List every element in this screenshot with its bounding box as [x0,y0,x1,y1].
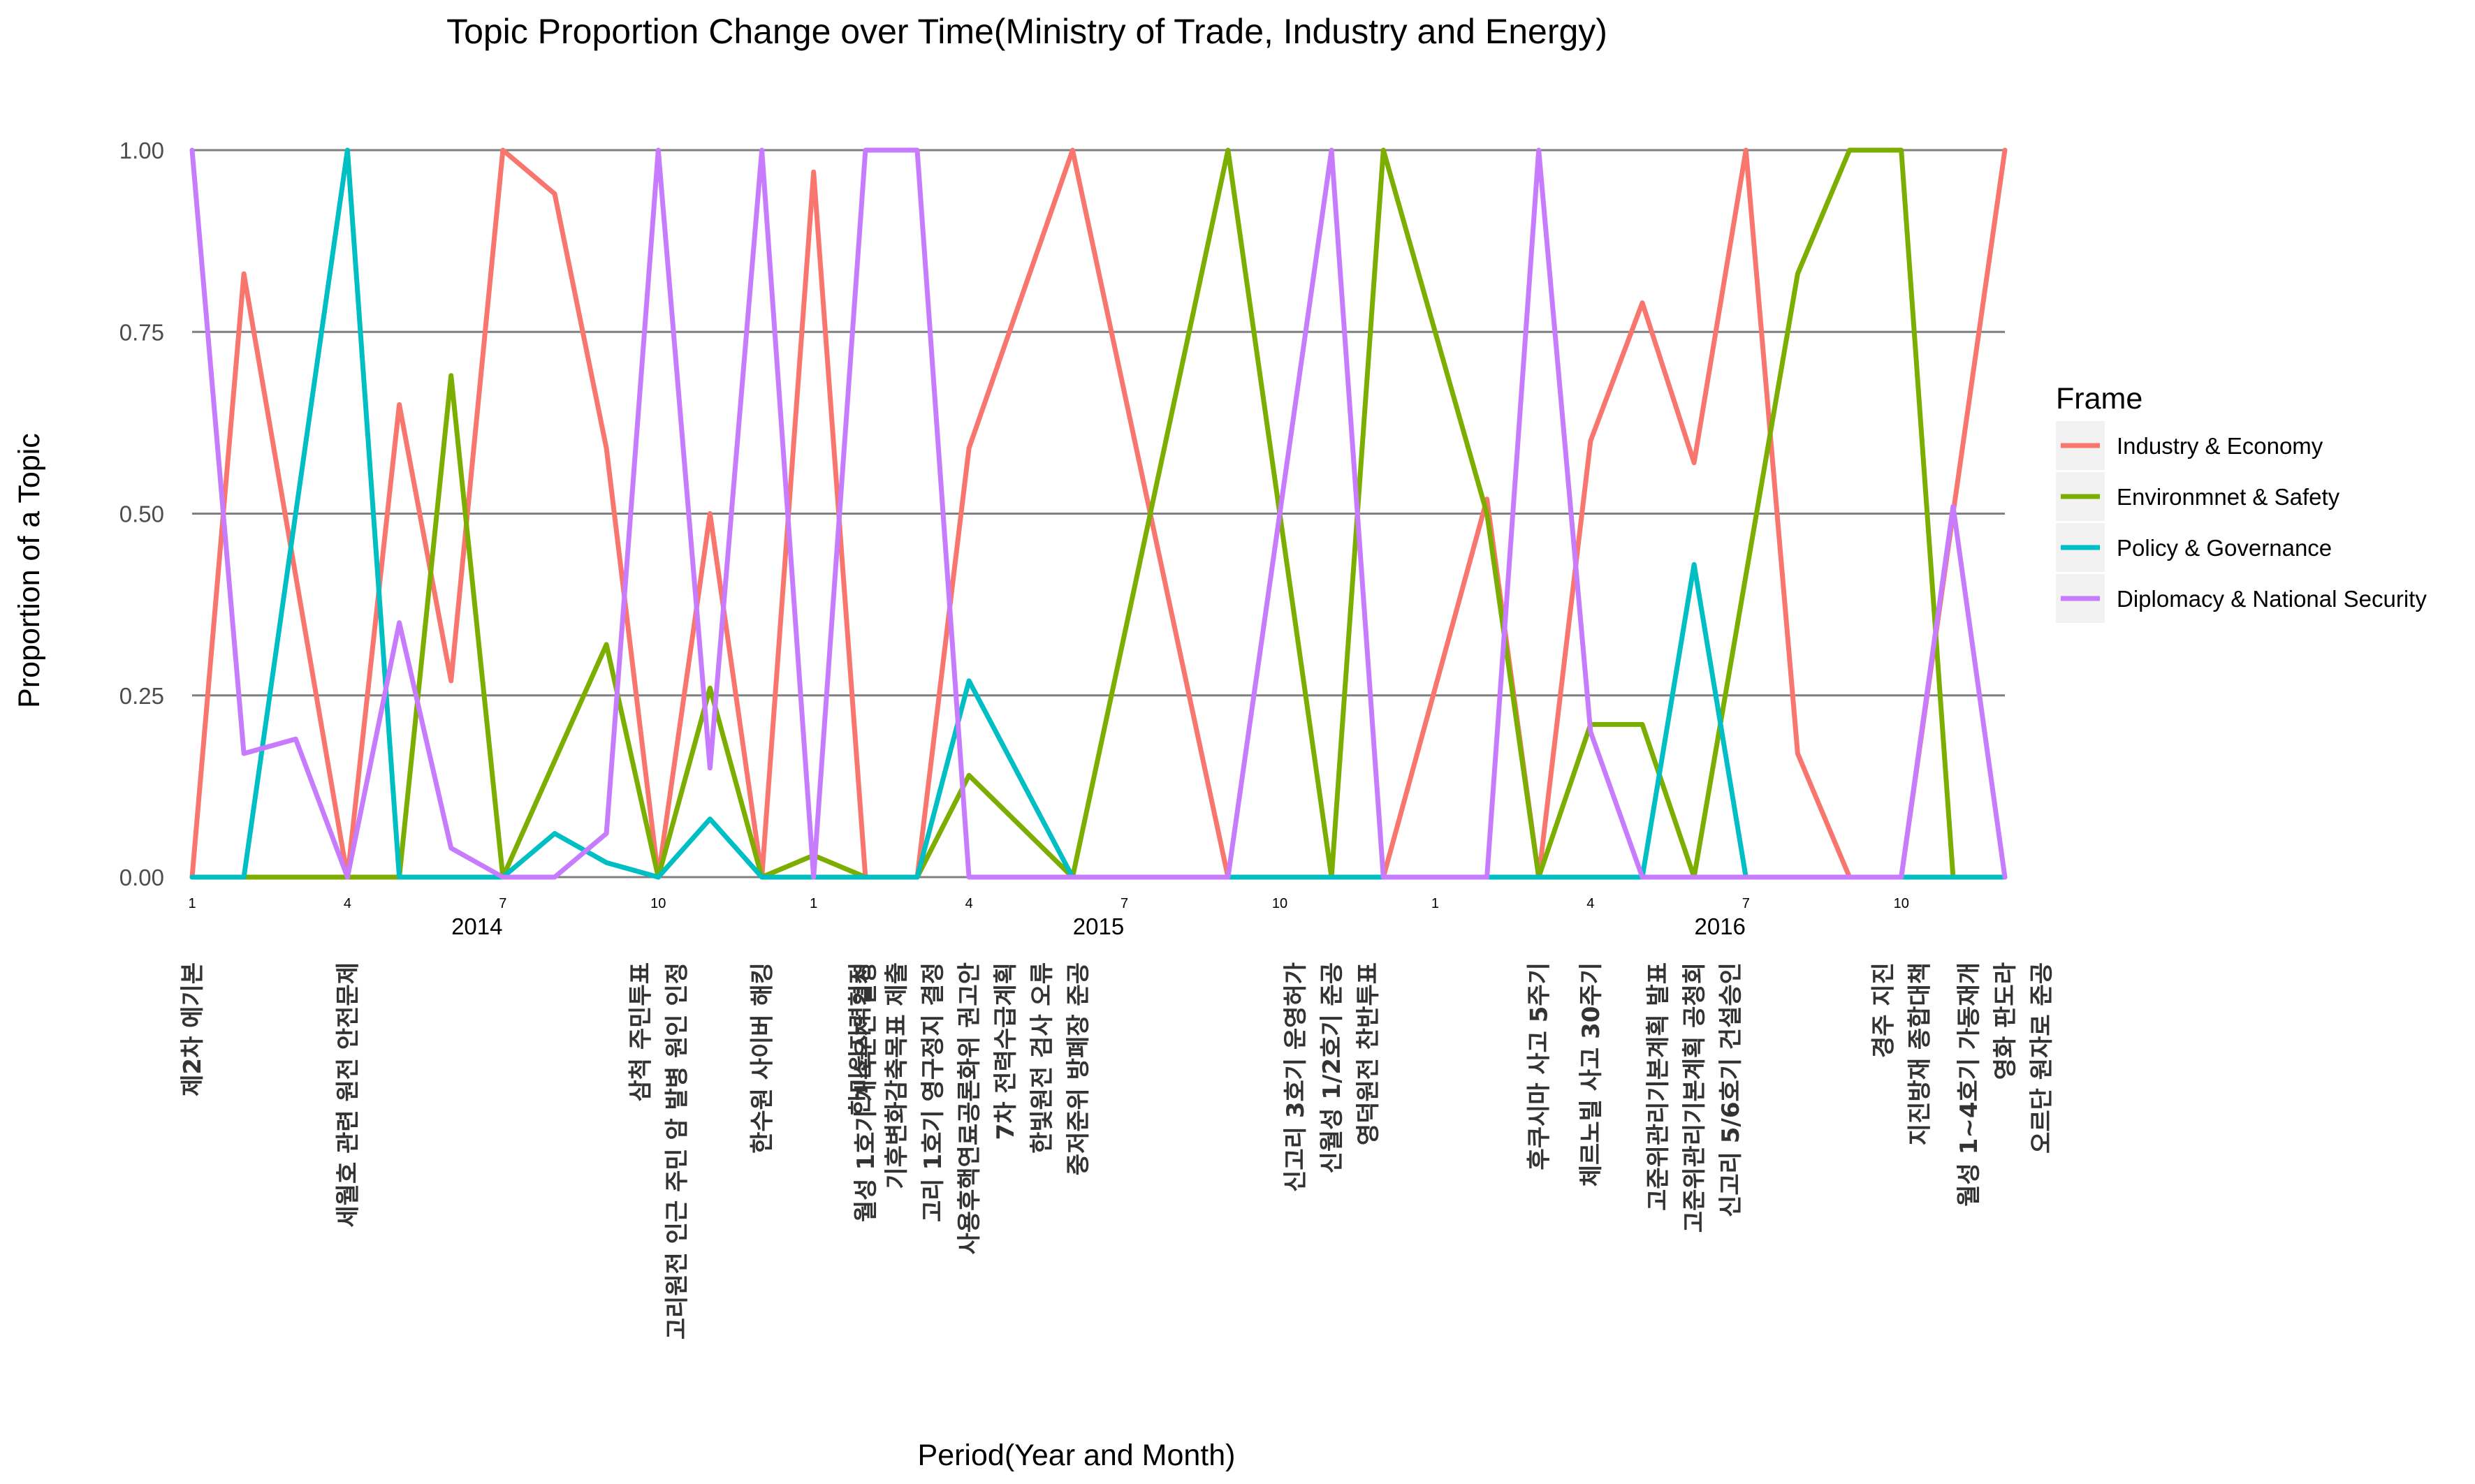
series-lines [189,147,2008,880]
series-line [189,147,2008,880]
x-tick-label: 4 [1586,896,1594,911]
legend: Frame Industry & Economy Environmnet & Sa… [2056,382,2427,623]
x-tick-label: 10 [1272,896,1287,911]
event-label: 기후변화감축목표 제출 [883,962,911,1189]
legend-item: Policy & Governance [2117,535,2332,561]
y-tick-label: 0.50 [119,501,164,527]
event-label: 한빛원전 검사 오류 [1028,962,1056,1154]
x-tick-label: 1 [1431,896,1439,911]
y-tick-label: 0.00 [119,865,164,890]
y-tick-label: 1.00 [119,138,164,163]
y-tick-label: 0.75 [119,319,164,345]
x-axis-label: Period(Year and Month) [918,1439,1236,1472]
x-tick-label: 1 [188,896,196,911]
event-annotations: 제2차 에기본 세월호 관련 원전 안전문제 삼척 주민투표 고리원전 인근 주민 암… [179,962,2056,1339]
year-label: 2015 [1073,913,1124,939]
event-label: 후쿠시마 사고 5주기 [1526,962,1554,1170]
legend-item: Environmnet & Safety [2117,484,2340,510]
event-label: 경주 지진 [1870,962,1898,1058]
legend-item: Diplomacy & National Security [2117,586,2427,612]
event-label: 고준위관리기본계획 공청회 [1681,962,1709,1233]
event-label: 영덕원전 찬반투표 [1355,962,1382,1145]
event-label: 영화 판도라 [1992,962,2020,1080]
event-label: 오르단 원자로 준공 [2028,962,2056,1154]
year-label: 2014 [451,913,502,939]
x-tick-label: 1 [810,896,817,911]
legend-item: Industry & Economy [2117,433,2323,459]
event-label: 세월호 관련 원전 안전문제 [334,962,362,1228]
event-label: 고리 1호기 영구정지 결정 [919,962,947,1222]
event-label: 삼척 주민투표 [627,962,655,1102]
event-label: 신고리 3호기 운영허가 [1282,962,1310,1192]
y-tick-label: 0.25 [119,683,164,709]
event-label: 체르노빌 사고 30주기 [1577,962,1605,1187]
event-label: 월성 1~4호기 가동재개 [1955,962,1983,1207]
x-tick-label: 7 [1742,896,1750,911]
event-label: 7차 전력수급계획 [992,962,1020,1140]
x-tick-label: 7 [499,896,506,911]
event-label: 제2차 에기본 [179,962,207,1096]
year-label: 2016 [1695,913,1746,939]
event-label: 신고리 5/6호기 건설승인 [1717,962,1745,1217]
x-tick-label: 7 [1120,896,1128,911]
x-tick-label: 10 [1894,896,1909,911]
event-label: 고준위관리기본계획 발표 [1644,962,1672,1211]
y-axis-label: Proportion of a Topic [13,433,46,708]
series-line [189,147,2008,880]
event-label: 고리원전 인근 주민 암 발병 원인 인정 [663,962,691,1339]
event-label: 신월성 1/2호기 준공 [1318,962,1346,1173]
chart-title: Topic Proportion Change over Time(Minist… [446,12,1607,51]
x-tick-labels: 1 4 7 10 1 4 7 10 1 4 7 10 2014 2015 2016 [188,896,1908,939]
legend-title: Frame [2056,382,2142,416]
event-label: 월성 1호기 계속운전 결정 [852,962,880,1222]
event-label: 한수원 사이버 해킹 [749,962,777,1154]
event-label: 한미원자력협정 [847,962,875,1115]
x-tick-label: 4 [344,896,351,911]
event-label: 사용후핵연료공론화위 권고안 [956,962,984,1254]
x-tick-label: 4 [965,896,973,911]
event-label: 중저준위 방폐장 준공 [1065,962,1093,1175]
y-tick-labels: 0.00 0.25 0.50 0.75 1.00 [119,138,164,890]
event-label: 지진방재 종합대책 [1906,962,1934,1145]
x-tick-label: 10 [650,896,666,911]
series-line [189,147,2008,880]
